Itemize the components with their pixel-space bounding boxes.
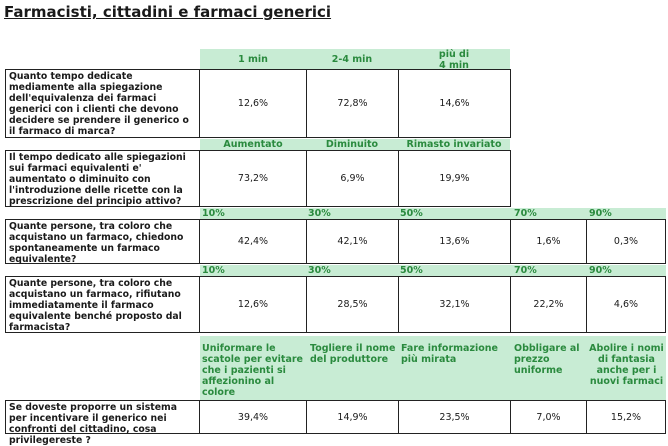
table3-value-5: 0,3%	[586, 219, 666, 264]
table3-value-3: 13,6%	[398, 219, 511, 264]
table5-header-4: Obbligare al prezzo uniforme	[514, 343, 580, 376]
table5-value-2: 14,9%	[306, 400, 399, 434]
table5-header-1: Uniformare le scatole per evitare che i …	[202, 343, 303, 398]
table1-value-1: 12,6%	[199, 69, 307, 138]
table3-value-4: 1,6%	[510, 219, 587, 264]
table5-header-3: Fare informazione più mirata	[401, 343, 498, 365]
table1-header-2: 2-4 min	[306, 49, 398, 69]
table3-header-2: 30%	[306, 208, 398, 219]
table2-question: Il tempo dedicato alle spiegazioni sui f…	[5, 150, 200, 207]
table2-value-3: 19,9%	[398, 150, 511, 207]
table4-value-1: 12,6%	[199, 276, 307, 333]
table5-header-5: Abolire i nomi di fantasia anche per i n…	[589, 343, 664, 387]
table2-header-1: Aumentato	[200, 139, 306, 150]
table1-value-3: 14,6%	[398, 69, 511, 138]
table4-header-5: 90%	[587, 265, 666, 276]
table5-value-3: 23,5%	[398, 400, 511, 434]
table5-header-2: Togliere il nome del produttore	[310, 343, 396, 365]
table2-header-3: Rimasto invariato	[398, 139, 510, 150]
table3-header-4: 70%	[512, 208, 586, 219]
table4-value-2: 28,5%	[306, 276, 399, 333]
table2-value-1: 73,2%	[199, 150, 307, 207]
page-title: Farmacisti, cittadini e farmaci generici	[4, 3, 332, 21]
table1-question: Quanto tempo dedicate mediamente alla sp…	[5, 69, 200, 138]
table4-value-3: 32,1%	[398, 276, 511, 333]
table1-header-1: 1 min	[200, 49, 306, 69]
table5-value-4: 7,0%	[510, 400, 587, 434]
table2-value-2: 6,9%	[306, 150, 399, 207]
table3-header-3: 50%	[398, 208, 510, 219]
table5-value-1: 39,4%	[199, 400, 307, 434]
table1-header-3: più di 4 min	[398, 49, 510, 71]
table3-header-5: 90%	[587, 208, 666, 219]
table4-header-3: 50%	[398, 265, 510, 276]
table3-header-1: 10%	[200, 208, 306, 219]
table4-value-5: 4,6%	[586, 276, 666, 333]
table5-question: Se doveste proporre un sistema per incen…	[5, 400, 200, 446]
table4-header-2: 30%	[306, 265, 398, 276]
table5-value-5: 15,2%	[586, 400, 666, 434]
table3-value-2: 42,1%	[306, 219, 399, 264]
table4-question: Quante persone, tra coloro che acquistan…	[5, 276, 200, 333]
table3-question: Quante persone, tra coloro che acquistan…	[5, 219, 200, 265]
table4-header-1: 10%	[200, 265, 306, 276]
table5-header-strip	[200, 336, 666, 400]
table3-value-1: 42,4%	[199, 219, 307, 264]
table2-header-2: Diminuito	[306, 139, 398, 150]
table1-value-2: 72,8%	[306, 69, 399, 138]
table4-value-4: 22,2%	[510, 276, 587, 333]
table4-header-4: 70%	[512, 265, 586, 276]
